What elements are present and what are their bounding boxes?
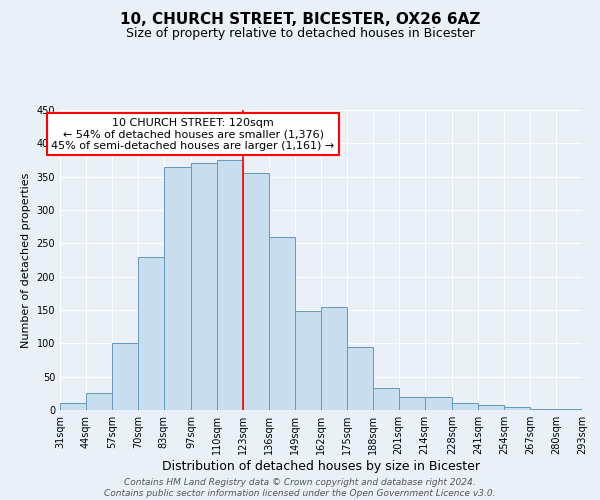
Bar	[164, 166, 191, 410]
Bar	[217, 160, 243, 410]
Bar	[556, 408, 582, 410]
Bar	[399, 396, 425, 410]
Bar	[112, 344, 138, 410]
Bar	[60, 404, 86, 410]
Bar	[452, 402, 478, 410]
Bar	[86, 394, 112, 410]
Bar	[425, 396, 452, 410]
Bar	[478, 406, 504, 410]
Bar	[321, 306, 347, 410]
Bar	[530, 408, 556, 410]
Text: 10, CHURCH STREET, BICESTER, OX26 6AZ: 10, CHURCH STREET, BICESTER, OX26 6AZ	[120, 12, 480, 28]
Text: 10 CHURCH STREET: 120sqm
← 54% of detached houses are smaller (1,376)
45% of sem: 10 CHURCH STREET: 120sqm ← 54% of detach…	[52, 118, 335, 150]
X-axis label: Distribution of detached houses by size in Bicester: Distribution of detached houses by size …	[162, 460, 480, 473]
Bar	[138, 256, 164, 410]
Bar	[243, 174, 269, 410]
Bar	[269, 236, 295, 410]
Bar	[295, 312, 321, 410]
Bar	[347, 346, 373, 410]
Text: Contains HM Land Registry data © Crown copyright and database right 2024.
Contai: Contains HM Land Registry data © Crown c…	[104, 478, 496, 498]
Bar	[373, 388, 399, 410]
Y-axis label: Number of detached properties: Number of detached properties	[21, 172, 31, 348]
Text: Size of property relative to detached houses in Bicester: Size of property relative to detached ho…	[125, 28, 475, 40]
Bar	[191, 164, 217, 410]
Bar	[504, 408, 530, 410]
